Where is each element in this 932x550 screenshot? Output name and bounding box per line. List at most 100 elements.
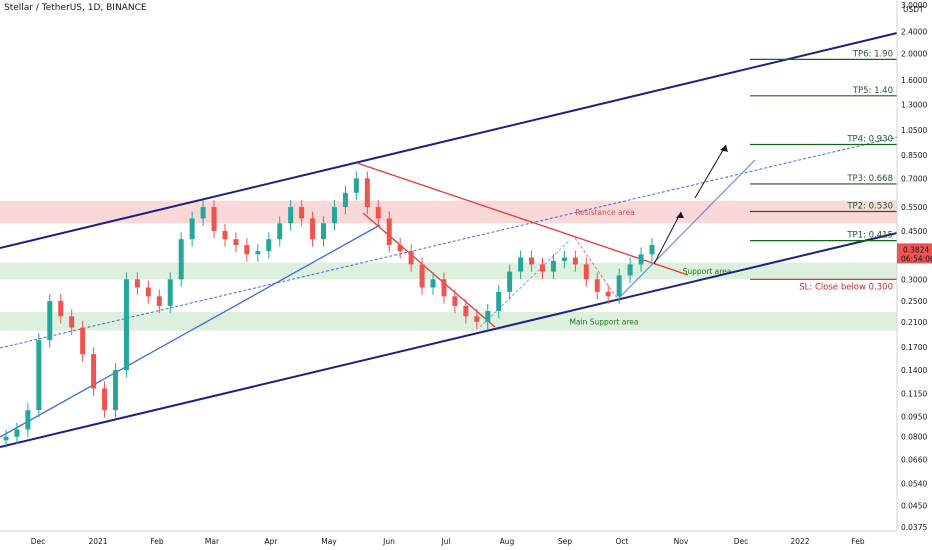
time-tick-label: 2022 bbox=[790, 537, 809, 546]
candle-body bbox=[474, 316, 480, 322]
candle-body bbox=[364, 178, 370, 208]
price-tick-label: 0.5500 bbox=[901, 203, 927, 212]
price-axis-bg bbox=[897, 0, 932, 550]
candle-body bbox=[211, 207, 217, 231]
candle-body bbox=[430, 279, 436, 288]
time-tick-label: Jul bbox=[440, 537, 450, 546]
candle-body bbox=[616, 275, 622, 297]
time-tick-label: Mar bbox=[205, 537, 220, 546]
trendline bbox=[617, 159, 756, 300]
candle-body bbox=[310, 218, 316, 240]
candle-body bbox=[375, 207, 381, 219]
candle-body bbox=[397, 245, 403, 252]
candle-body bbox=[222, 230, 228, 240]
candle-body bbox=[441, 279, 447, 297]
time-tick-label: Jun bbox=[382, 537, 395, 546]
current-price-tag bbox=[897, 243, 932, 264]
candle-body bbox=[561, 257, 567, 261]
candle-body bbox=[529, 257, 535, 265]
price-tick-label: 0.1400 bbox=[901, 366, 927, 375]
zone-label: Support area bbox=[683, 267, 732, 276]
candles-layer bbox=[3, 171, 655, 448]
candle-body bbox=[331, 207, 337, 224]
candle-body bbox=[266, 239, 272, 252]
price-tick-label: 0.2500 bbox=[901, 297, 927, 306]
target-label: TP1: 0.415 bbox=[846, 231, 893, 241]
stoploss-label: SL: Close below 0.300 bbox=[799, 282, 893, 292]
time-tick-label: 2021 bbox=[88, 537, 107, 546]
price-tick-label: 0.0375 bbox=[901, 523, 927, 532]
price-tick-label: 1.3000 bbox=[901, 101, 927, 110]
trendline bbox=[0, 232, 898, 448]
candle-body bbox=[638, 254, 644, 265]
targets-layer: TP6: 1.90 TP5: 1.40 TP4: 0.930 TP3: 0.668 TP… bbox=[750, 49, 897, 292]
price-tick-label: 0.3000 bbox=[901, 275, 927, 284]
candle-body bbox=[123, 279, 129, 371]
candle-body bbox=[540, 264, 546, 272]
time-tick-label: Oct bbox=[616, 537, 629, 546]
trendline bbox=[653, 211, 682, 265]
zones-layer: Resistance area Support area Main Support … bbox=[0, 200, 897, 331]
target-label: TP6: 1.90 bbox=[852, 49, 893, 59]
candle-body bbox=[507, 271, 513, 292]
current-price-value: 0.3824 bbox=[903, 245, 929, 254]
candle-body bbox=[80, 327, 86, 355]
arrow-head bbox=[676, 212, 684, 218]
price-tick-label: 0.0450 bbox=[901, 501, 927, 510]
time-tick-label: Feb bbox=[150, 537, 164, 546]
candle-body bbox=[255, 251, 261, 255]
price-tick-label: 1.0500 bbox=[901, 126, 927, 135]
candle-body bbox=[69, 316, 75, 328]
candle-body bbox=[649, 245, 655, 255]
target-label: TP2: 0.530 bbox=[846, 201, 893, 211]
candle-body bbox=[36, 340, 42, 411]
current-price-countdown: 06:54:00 bbox=[901, 254, 932, 263]
candle-body bbox=[386, 218, 392, 246]
price-tick-label: 2.0000 bbox=[901, 49, 927, 58]
trendline bbox=[362, 212, 496, 328]
trendline bbox=[574, 237, 618, 299]
time-tick-label: Apr bbox=[265, 537, 279, 546]
trendline bbox=[0, 224, 381, 438]
target-label: TP5: 1.40 bbox=[852, 86, 893, 96]
candle-body bbox=[419, 264, 425, 288]
trendline bbox=[356, 162, 689, 276]
candle-body bbox=[200, 207, 206, 219]
candle-body bbox=[134, 279, 140, 288]
candle-body bbox=[156, 296, 162, 306]
candle-body bbox=[14, 429, 20, 437]
zone-label: Main Support area bbox=[569, 317, 638, 326]
candle-body bbox=[518, 257, 524, 272]
price-tick-label: 0.2100 bbox=[901, 318, 927, 327]
time-tick-label: Dec bbox=[31, 537, 46, 546]
zone-label: Resistance area bbox=[575, 208, 635, 217]
candle-body bbox=[496, 291, 502, 311]
target-label: TP3: 0.668 bbox=[846, 174, 893, 184]
time-tick-label: May bbox=[321, 537, 337, 546]
candle-body bbox=[299, 207, 305, 219]
price-tick-label: 2.4000 bbox=[901, 28, 927, 37]
time-tick-label: Dec bbox=[734, 537, 749, 546]
arrow-head bbox=[720, 145, 728, 152]
time-tick-label: Feb bbox=[851, 537, 865, 546]
candle-body bbox=[178, 239, 184, 280]
candle-body bbox=[463, 305, 469, 317]
price-tick-label: 0.1150 bbox=[901, 390, 927, 399]
time-axis: Dec 2021 Feb Mar Apr May Jun Jul Aug Sep Oct Nov Dec… bbox=[0, 530, 897, 546]
candle-body bbox=[189, 218, 195, 240]
candle-body bbox=[485, 310, 491, 322]
price-tick-label: 0.7000 bbox=[901, 174, 927, 183]
candle-body bbox=[277, 223, 283, 240]
candle-body bbox=[353, 178, 359, 193]
candle-body bbox=[408, 251, 414, 265]
price-tick-label: 1.6000 bbox=[901, 76, 927, 85]
trendline bbox=[479, 239, 571, 328]
price-tick-label: 0.0950 bbox=[901, 412, 927, 421]
time-tick-label: Nov bbox=[674, 537, 689, 546]
target-label: TP4: 0.930 bbox=[846, 135, 893, 145]
candle-body bbox=[550, 260, 556, 272]
zone-rect bbox=[0, 311, 897, 331]
chart-title: Stellar / TetherUS, 1D, BINANCE bbox=[4, 3, 147, 13]
